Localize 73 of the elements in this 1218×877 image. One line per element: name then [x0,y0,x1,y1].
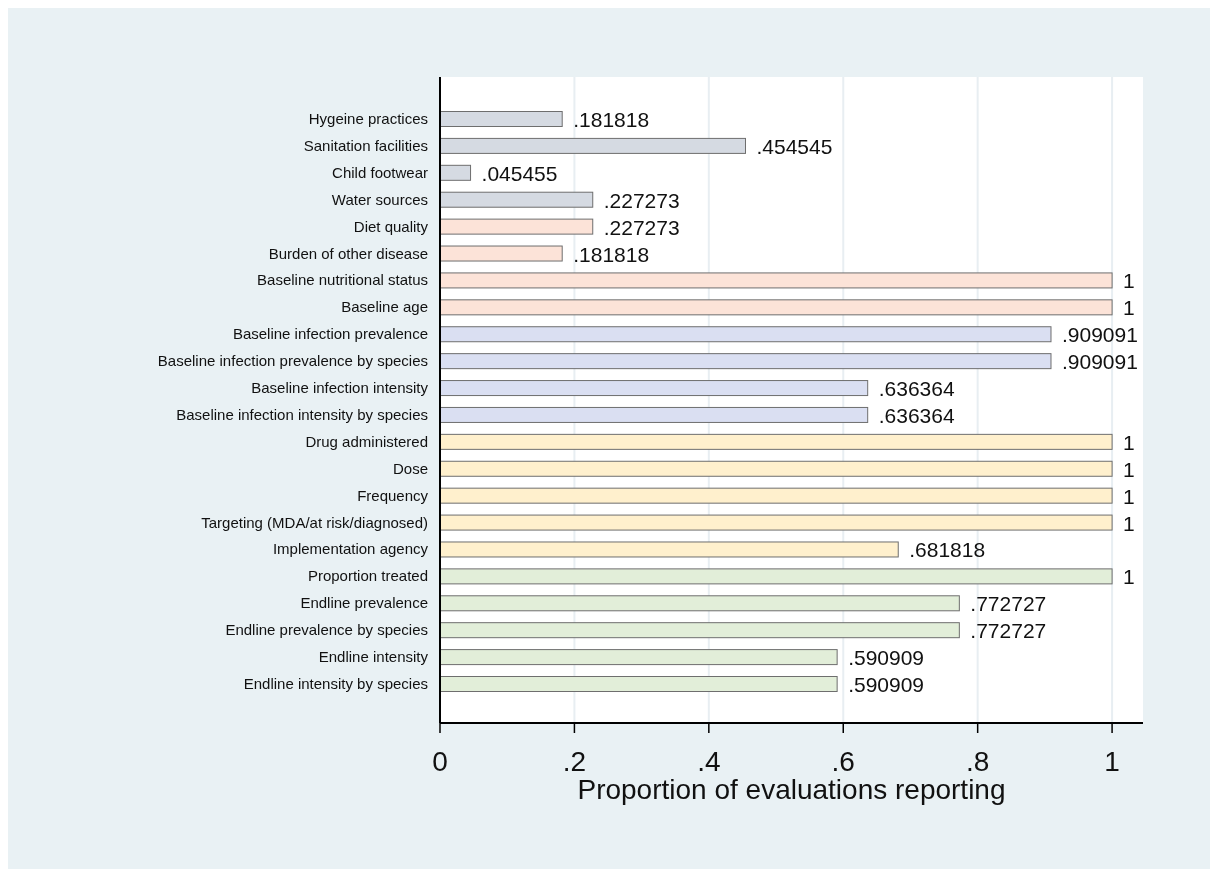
data-label: .636364 [878,403,955,427]
data-label: .181818 [573,242,650,266]
y-tick-label: Proportion treated [307,567,428,585]
y-tick-label: Baseline nutritional status [257,271,428,289]
y-tick-label: Dose [392,459,428,477]
bar [439,406,869,423]
bar [439,245,563,262]
y-tick-label: Hygeine practices [308,110,428,127]
bar [439,649,838,666]
bar [439,433,1113,450]
bar [439,191,594,208]
y-tick-label: Endline prevalence by species [225,621,428,639]
y-tick-label: Baseline infection prevalence by species [157,352,428,370]
data-label: 1 [1123,484,1135,508]
y-tick-label: Drug administered [305,432,428,450]
data-label: .590909 [848,646,925,670]
x-tick-label: .8 [965,746,990,777]
y-tick-label: Targeting (MDA/at risk/diagnosed) [201,513,428,531]
data-label: .227273 [603,215,680,239]
y-tick-label: Endline intensity by species [243,675,428,692]
data-label: .772727 [970,592,1047,616]
y-tick-label: Burden of other disease [268,244,428,262]
data-label: 1 [1123,511,1135,535]
y-tick-label: Child footwear [332,163,428,181]
x-tick-label: .2 [562,746,587,777]
y-tick-label: Diet quality [353,217,429,235]
data-label: 1 [1123,296,1135,320]
bar [439,595,960,612]
bar [439,218,594,235]
bar [439,622,960,639]
y-tick-label: Frequency [357,486,429,504]
bar [439,676,838,692]
y-tick-label: Baseline age [341,298,428,316]
data-label: 1 [1123,430,1135,454]
y-tick-label: Baseline infection prevalence [232,325,428,343]
y-tick-label: Baseline infection intensity [251,379,429,397]
data-label: .045455 [481,161,558,185]
data-label: .909091 [1061,350,1138,374]
bar [439,299,1113,316]
data-label: .227273 [603,188,680,212]
data-label: .181818 [573,108,650,131]
bar [439,111,563,127]
bar [439,568,1113,585]
data-label: 1 [1123,269,1135,293]
data-label: 1 [1123,565,1135,589]
x-tick-label: 1 [1104,746,1120,777]
bar [439,541,899,558]
bar [439,380,869,397]
y-tick-label: Endline prevalence [300,594,428,612]
data-label: .909091 [1061,323,1138,347]
bar [439,272,1113,289]
y-tick-label: Baseline infection intensity by species [176,405,428,423]
x-tick-label: 0 [432,746,448,777]
data-label: .590909 [848,673,925,696]
bar [439,460,1113,477]
bar [439,137,746,154]
bar [439,514,1113,531]
data-label: 1 [1123,457,1135,481]
bar [439,353,1052,370]
bar [439,487,1113,504]
y-tick-label: Water sources [331,190,428,208]
x-tick-label: .6 [831,746,855,777]
data-label: .636364 [878,377,955,401]
x-tick-label: .4 [697,746,721,777]
y-tick-label: Sanitation facilities [303,136,428,154]
bar [439,326,1052,343]
y-tick-label: Implementation agency [272,540,429,558]
x-axis-title: Proportion of evaluations reporting [577,774,1006,805]
data-label: .772727 [970,619,1047,643]
data-label: .454545 [756,134,833,158]
data-label: .681818 [909,538,986,562]
y-tick-label: Endline intensity [318,648,429,666]
bar [439,164,472,181]
